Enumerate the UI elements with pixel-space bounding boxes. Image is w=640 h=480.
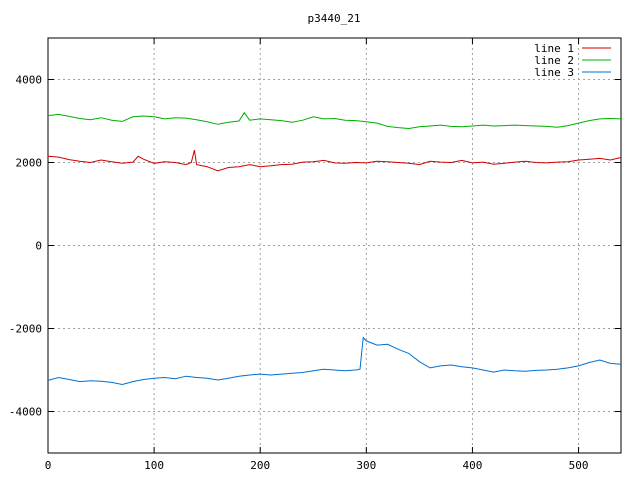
axes: 0 100 200 300 400 500 -4000 -2000 0 2000 4000 [9,37,622,472]
chart-title: p3440_21 [308,12,361,25]
y-tick-label: 2000 [16,157,43,170]
x-tick-label: 100 [144,459,164,472]
x-tick-label: 0 [45,459,52,472]
series-line-2 [47,111,622,130]
series-line-1 [47,149,622,172]
x-tick-label: 500 [569,459,589,472]
legend-label-2: line 2 [534,54,574,67]
x-tick-label: 200 [250,459,270,472]
legend-label-1: line 1 [534,42,574,55]
legend-label-3: line 3 [534,66,574,79]
y-tick-label: -2000 [9,323,42,336]
series-group [47,111,622,386]
x-tick-label: 300 [356,459,376,472]
y-tick-label: 0 [35,240,42,253]
grid [48,38,621,453]
y-tick-label: 4000 [16,74,43,87]
series-line-3 [47,336,622,386]
x-tick-label: 400 [463,459,483,472]
y-tick-label: -4000 [9,406,42,419]
